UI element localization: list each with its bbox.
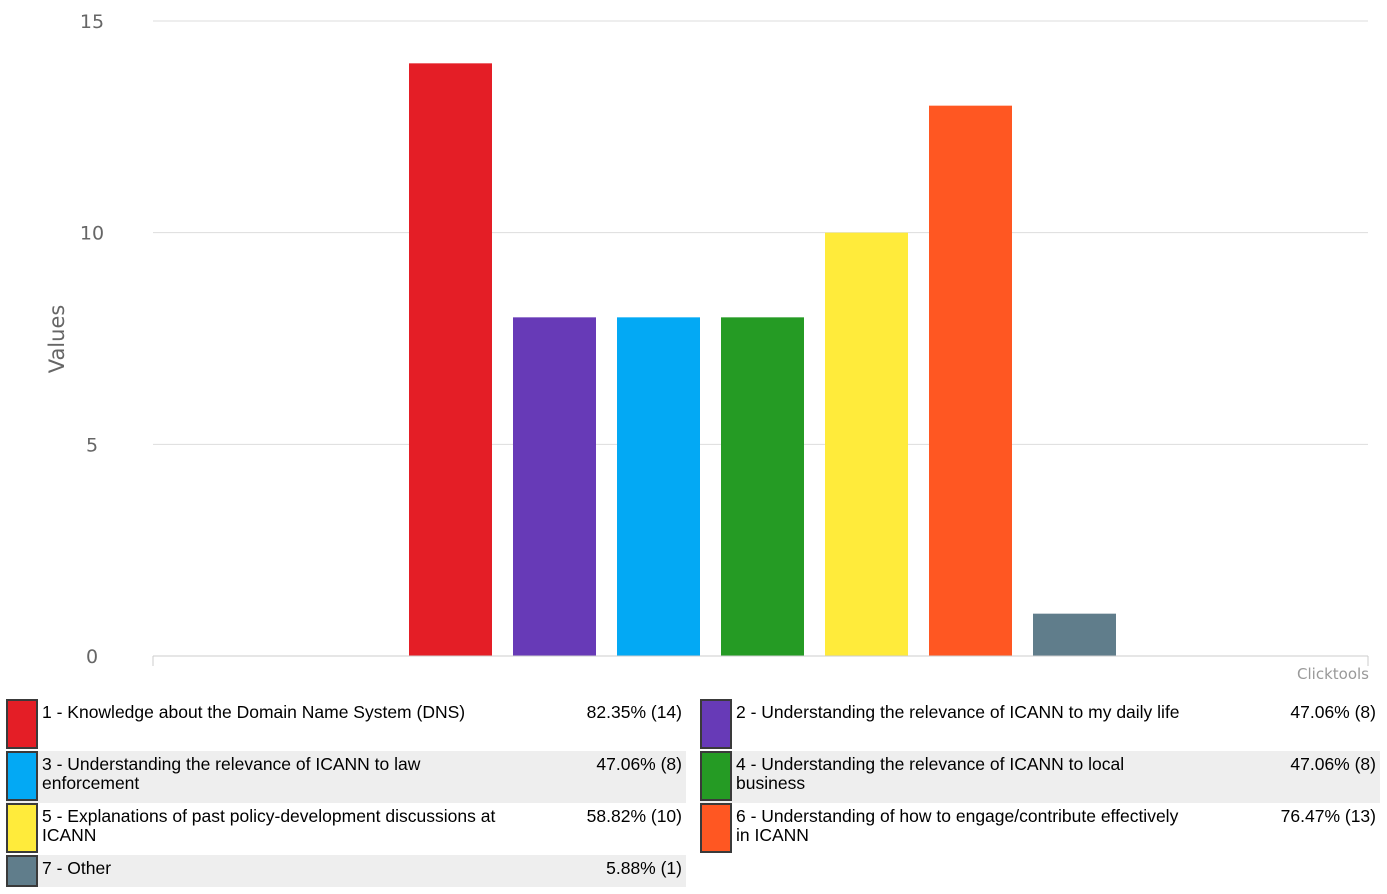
legend-value: 47.06% (8) xyxy=(1290,702,1376,722)
legend-value: 82.35% (14) xyxy=(586,702,682,722)
legend-item-1: 1 - Knowledge about the Domain Name Syst… xyxy=(6,699,686,751)
y-axis-label: Values xyxy=(45,305,69,374)
legend-row: 1 - Knowledge about the Domain Name Syst… xyxy=(6,699,1382,751)
bar-6[interactable] xyxy=(929,105,1012,656)
legend-value: 47.06% (8) xyxy=(1290,754,1376,774)
bar-1[interactable] xyxy=(409,63,492,657)
legend-swatch-3 xyxy=(6,751,38,801)
legend-empty-cell xyxy=(700,855,1380,887)
legend-row: 3 - Understanding the relevance of ICANN… xyxy=(6,751,1382,803)
legend-row: 7 - Other 5.88% (1) xyxy=(6,855,1382,887)
bar-3[interactable] xyxy=(617,317,700,656)
legend-row: 5 - Explanations of past policy-developm… xyxy=(6,803,1382,855)
legend-value: 5.88% (1) xyxy=(606,858,682,878)
bar-chart: 0 5 10 15 Values Clicktools xyxy=(45,11,1369,683)
legend-swatch-2 xyxy=(700,699,732,749)
legend-item-2: 2 - Understanding the relevance of ICANN… xyxy=(700,699,1380,751)
y-tick-label: 15 xyxy=(80,11,104,33)
y-tick-label: 5 xyxy=(86,434,98,456)
bar-2[interactable] xyxy=(513,317,596,656)
legend-item-3: 3 - Understanding the relevance of ICANN… xyxy=(6,751,686,803)
legend-item-4: 4 - Understanding the relevance of ICANN… xyxy=(700,751,1380,803)
legend: 1 - Knowledge about the Domain Name Syst… xyxy=(6,699,1382,887)
legend-label: 5 - Explanations of past policy-developm… xyxy=(42,806,496,845)
bar-7[interactable] xyxy=(1033,613,1116,656)
bar-5[interactable] xyxy=(825,232,908,656)
legend-label: 3 - Understanding the relevance of ICANN… xyxy=(42,754,421,793)
legend-swatch-7 xyxy=(6,855,38,887)
legend-label: 6 - Understanding of how to engage/contr… xyxy=(736,806,1179,845)
legend-value: 58.82% (10) xyxy=(586,806,682,826)
legend-swatch-1 xyxy=(6,699,38,749)
bar-4[interactable] xyxy=(721,317,804,656)
legend-item-6: 6 - Understanding of how to engage/contr… xyxy=(700,803,1380,855)
y-tick-label: 0 xyxy=(86,646,98,668)
legend-item-7: 7 - Other 5.88% (1) xyxy=(6,855,686,887)
legend-value: 76.47% (13) xyxy=(1280,806,1376,826)
legend-label: 4 - Understanding the relevance of ICANN… xyxy=(736,754,1125,793)
legend-label: 2 - Understanding the relevance of ICANN… xyxy=(736,702,1180,722)
y-axis-ticks: 0 5 10 15 xyxy=(80,11,104,668)
bars xyxy=(409,63,1116,657)
legend-value: 47.06% (8) xyxy=(596,754,682,774)
legend-label: 1 - Knowledge about the Domain Name Syst… xyxy=(42,702,466,722)
legend-swatch-5 xyxy=(6,803,38,853)
legend-item-5: 5 - Explanations of past policy-developm… xyxy=(6,803,686,855)
legend-swatch-6 xyxy=(700,803,732,853)
legend-label: 7 - Other xyxy=(42,858,112,878)
chart-credit[interactable]: Clicktools xyxy=(1297,665,1369,683)
legend-swatch-4 xyxy=(700,751,732,801)
y-tick-label: 10 xyxy=(80,223,104,245)
